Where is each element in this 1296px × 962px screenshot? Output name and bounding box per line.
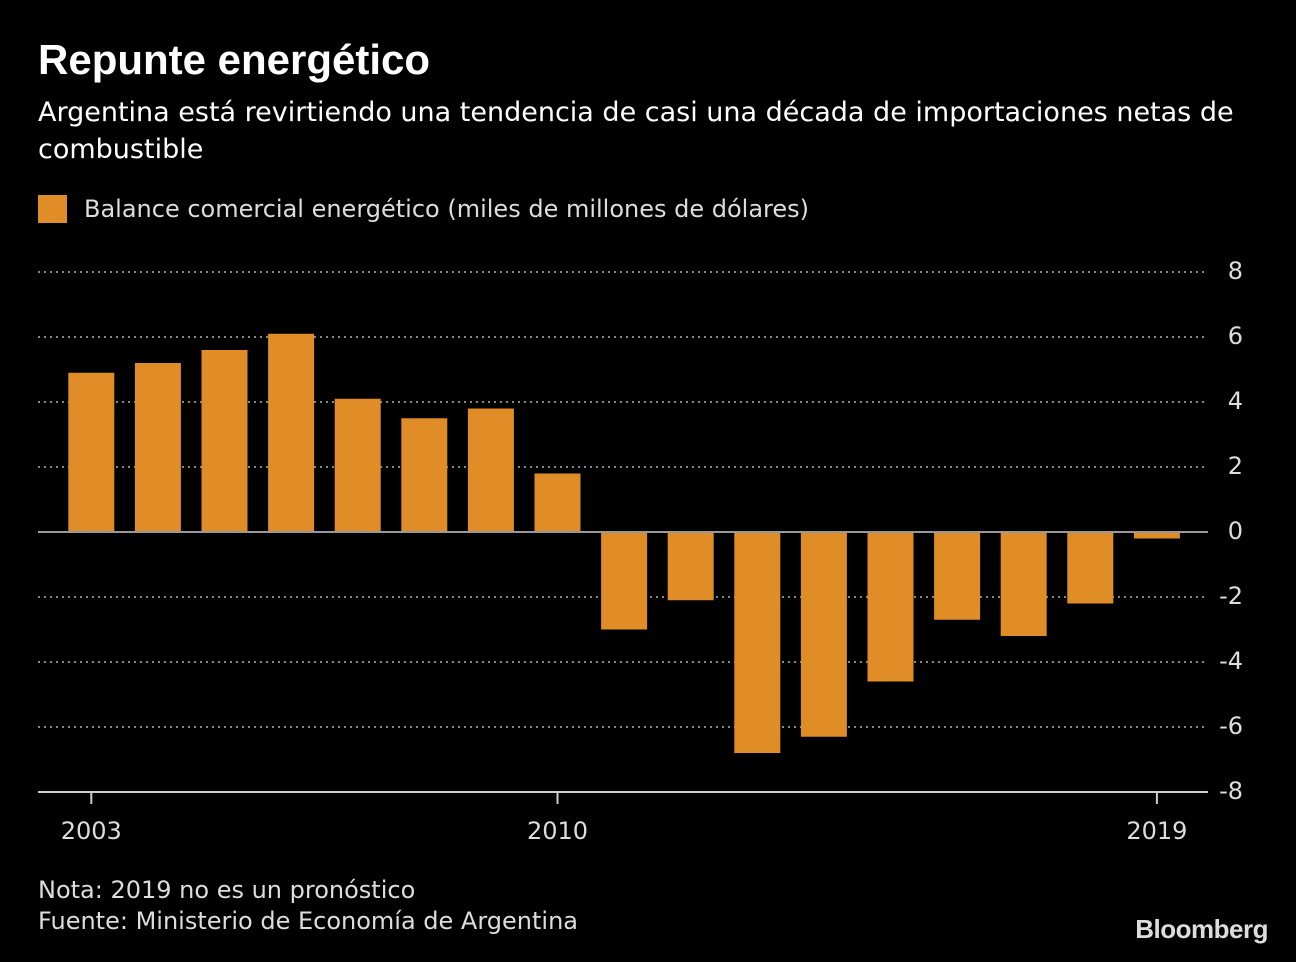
chart-title: Repunte energético [38, 36, 431, 83]
note: Nota: 2019 no es un pronóstico [38, 876, 416, 904]
y-tick-label: -8 [1219, 777, 1243, 805]
bar [68, 372, 115, 532]
bar [867, 532, 914, 682]
source: Fuente: Ministerio de Economía de Argent… [38, 907, 578, 935]
y-tick-label: 6 [1228, 322, 1243, 350]
x-tick-label: 2003 [61, 817, 122, 845]
bar [334, 398, 381, 532]
y-tick-label: 4 [1228, 387, 1243, 415]
bar [934, 532, 981, 620]
bar [667, 532, 714, 601]
bar [1067, 532, 1114, 604]
bar [601, 532, 648, 630]
bar [268, 333, 315, 532]
bar [534, 473, 581, 532]
chart-subtitle: Argentina está revirtiendo una tendencia… [38, 97, 1234, 165]
x-tick-label: 2019 [1126, 817, 1187, 845]
bar [201, 350, 248, 532]
y-tick-label: 0 [1228, 517, 1243, 545]
bar [734, 532, 781, 753]
y-tick-label: 8 [1228, 257, 1243, 285]
bar [467, 408, 514, 532]
bar [401, 418, 448, 532]
legend-label: Balance comercial energético (miles de m… [84, 195, 810, 223]
bar [1133, 532, 1180, 539]
y-tick-label: -4 [1219, 647, 1243, 675]
legend-swatch [38, 195, 67, 223]
y-tick-label: -6 [1219, 712, 1243, 740]
legend: Balance comercial energético (miles de m… [38, 195, 809, 223]
y-tick-label: 2 [1228, 452, 1243, 480]
bar [800, 532, 847, 737]
bar [134, 363, 181, 532]
brand-logo: Bloomberg [1135, 914, 1268, 944]
bar [1000, 532, 1047, 636]
x-tick-label: 2010 [527, 817, 588, 845]
y-tick-label: -2 [1219, 582, 1243, 610]
